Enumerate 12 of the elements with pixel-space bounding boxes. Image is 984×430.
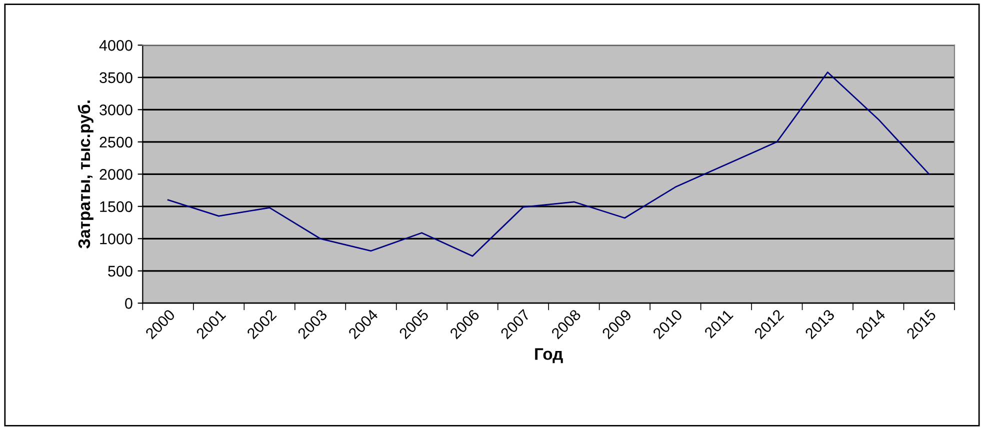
line-series — [167, 72, 930, 257]
y-tick-label: 1000 — [100, 234, 132, 244]
y-tick-label: 1500 — [100, 201, 132, 212]
y-tick-label: 2500 — [100, 136, 132, 148]
y-tick-label: 2000 — [100, 169, 132, 180]
y-tick-label: 3500 — [100, 72, 132, 84]
y-axis-title: Затраты, тыс.руб. — [78, 100, 94, 248]
y-tick-label: 0 — [125, 298, 132, 309]
y-tick-label: 3000 — [100, 104, 132, 116]
y-tick-label: 4000 — [99, 40, 132, 51]
x-axis-title: Год — [535, 348, 563, 364]
y-tick-label: 500 — [108, 266, 132, 277]
